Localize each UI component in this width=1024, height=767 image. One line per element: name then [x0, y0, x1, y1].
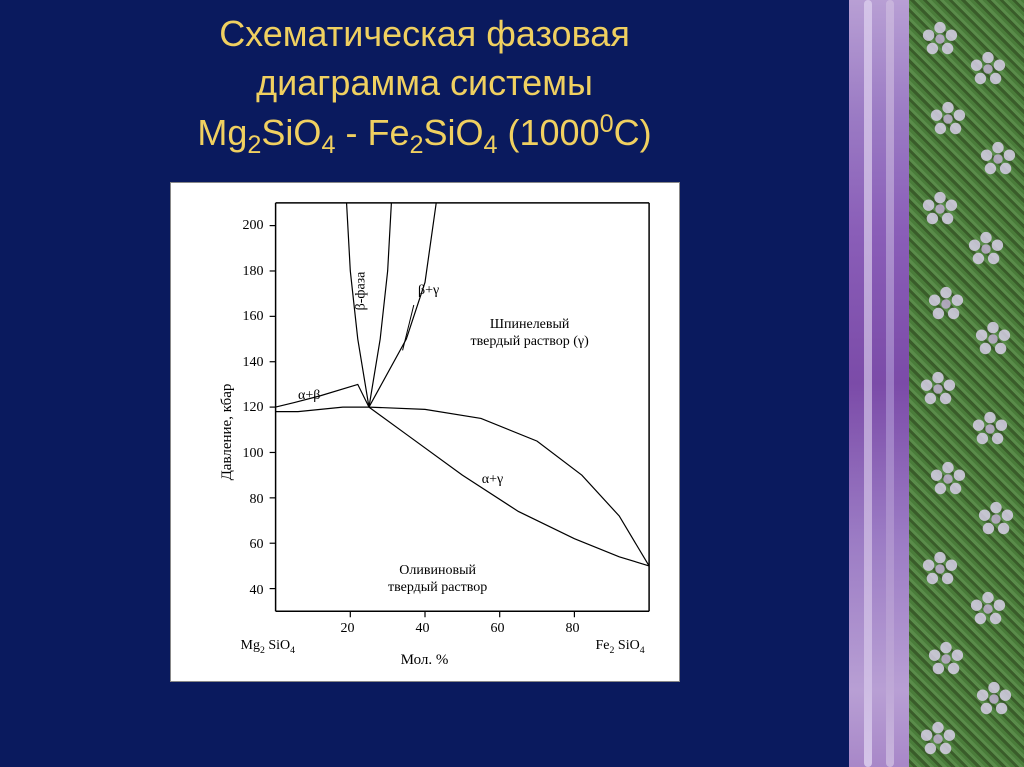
flower-icon — [921, 190, 959, 228]
y-tick-label: 120 — [243, 400, 264, 416]
flower-icon — [967, 230, 1005, 268]
title-line-2: диаграмма системы — [256, 62, 593, 103]
phase-diagram-chart: Давление, кбар Мол. % 40 60 80 100 120 140 160… — [170, 182, 680, 682]
beta-gamma-label: β+γ — [418, 283, 439, 300]
y-tick-label: 80 — [250, 492, 264, 508]
x-tick-label: 20 — [341, 621, 355, 637]
flower-icon — [977, 500, 1015, 538]
y-tick-label: 60 — [250, 537, 264, 553]
flower-icon — [921, 550, 959, 588]
slide-content: Схематическая фазовая диаграмма системы … — [0, 0, 849, 767]
alpha-beta-label: α+β — [298, 388, 320, 405]
floral-pattern — [909, 0, 1024, 767]
y-tick-label: 140 — [243, 355, 264, 371]
flower-icon — [919, 370, 957, 408]
flower-icon — [929, 100, 967, 138]
x-left-compound: Mg2 SiO4 — [241, 638, 296, 656]
flower-icon — [975, 680, 1013, 718]
y-tick-label: 180 — [243, 264, 264, 280]
y-tick-label: 100 — [243, 446, 264, 462]
y-tick-label: 200 — [243, 218, 264, 234]
alpha-gamma-label: α+γ — [482, 472, 503, 489]
flower-icon — [969, 50, 1007, 88]
flower-icon — [974, 320, 1012, 358]
chart-svg — [171, 183, 679, 681]
flower-icon — [927, 640, 965, 678]
x-axis-label: Мол. % — [401, 652, 449, 669]
flower-icon — [969, 590, 1007, 628]
spinel-label: Шпинелевыйтвердый раствор (γ) — [471, 317, 589, 351]
flower-icon — [979, 140, 1017, 178]
slide-title: Схематическая фазовая диаграмма системы … — [167, 0, 681, 182]
title-line-1: Схематическая фазовая — [219, 13, 630, 54]
y-tick-label: 160 — [243, 309, 264, 325]
flower-icon — [927, 285, 965, 323]
flower-icon — [919, 720, 957, 758]
title-formula: Mg2SiO4 - Fe2SiO4 (10000C) — [197, 112, 651, 153]
purple-ribbon — [849, 0, 909, 767]
x-tick-label: 60 — [491, 621, 505, 637]
x-tick-label: 80 — [566, 621, 580, 637]
x-right-compound: Fe2 SiO4 — [596, 638, 645, 656]
x-tick-label: 40 — [416, 621, 430, 637]
beta-phase-label: β-фаза — [354, 272, 370, 311]
y-axis-label: Давление, кбар — [218, 384, 235, 481]
flower-icon — [971, 410, 1009, 448]
decorative-sidebar — [849, 0, 1024, 767]
y-tick-label: 40 — [250, 583, 264, 599]
flower-icon — [921, 20, 959, 58]
flower-icon — [929, 460, 967, 498]
olivine-label: Оливиновыйтвердый раствор — [388, 563, 487, 597]
